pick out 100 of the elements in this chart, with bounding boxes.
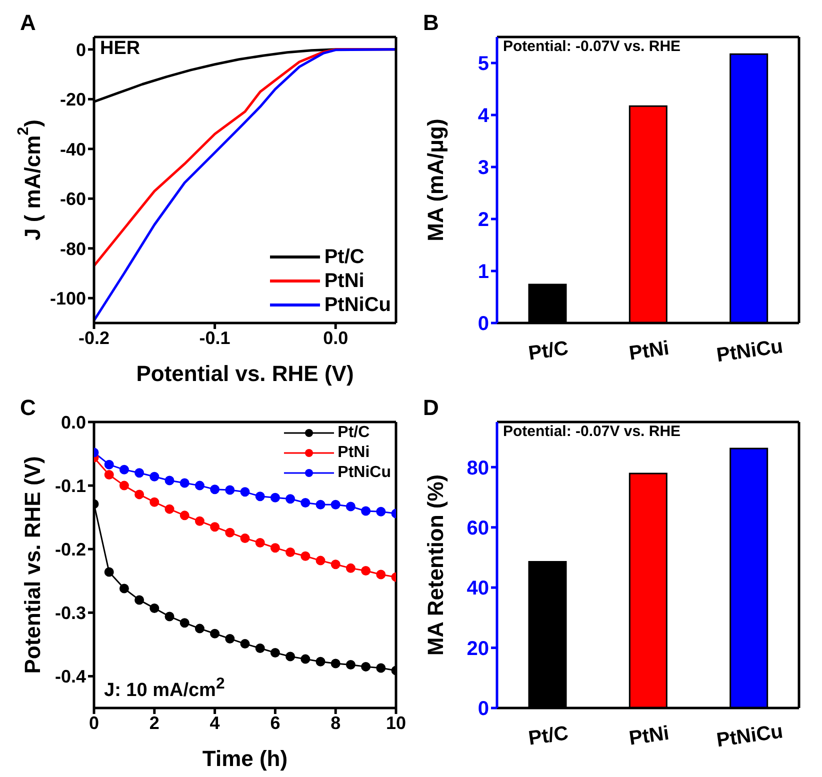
- point: [150, 497, 160, 507]
- x-tick-label: 10: [386, 712, 406, 733]
- chart-title: B: [423, 10, 439, 36]
- x-tick-label: PtNi: [628, 722, 670, 750]
- point: [346, 502, 356, 512]
- y-tick-label: -0.3: [54, 603, 86, 624]
- point: [225, 485, 235, 495]
- legend-label: PtNiCu: [324, 293, 391, 317]
- point: [104, 567, 114, 577]
- point: [300, 551, 310, 561]
- point: [240, 639, 250, 649]
- point: [255, 492, 265, 502]
- point: [194, 624, 204, 634]
- point: [346, 563, 356, 573]
- y-tick-label: -60: [60, 189, 86, 210]
- point: [225, 634, 235, 644]
- y-tick-label: -0.1: [54, 476, 86, 496]
- point: [330, 560, 340, 570]
- point: [194, 480, 204, 490]
- point: [346, 660, 356, 670]
- x-tick-label: 6: [270, 712, 280, 733]
- y-axis-title: MA Retention (%): [422, 474, 448, 656]
- point: [316, 500, 326, 510]
- y-tick-label: 40: [466, 578, 489, 600]
- point: [270, 543, 280, 553]
- point: [210, 484, 220, 494]
- x-tick-label: 8: [330, 712, 341, 733]
- x-tick-label: 0: [88, 712, 100, 733]
- x-tick-label: PtNiCu: [715, 720, 784, 752]
- point: [210, 522, 220, 532]
- point: [286, 652, 296, 662]
- annotation: J: 10 mA/cm$^{2}$: [104, 676, 225, 701]
- x-axis-title: Potential vs. RHE (V): [136, 361, 354, 386]
- y-tick-label: 60: [466, 517, 489, 540]
- y-tick-label: -0.2: [54, 540, 86, 560]
- x-tick-label: Pt/C: [527, 722, 570, 750]
- y-tick-label: 3: [478, 157, 489, 180]
- point: [330, 500, 340, 510]
- y-tick-label: -40: [60, 139, 86, 160]
- point: [255, 538, 265, 548]
- legend-label: Pt/C: [338, 423, 370, 443]
- point: [361, 566, 371, 576]
- point: [361, 662, 371, 672]
- y-axis-title: Potential vs. RHE (V): [20, 456, 44, 674]
- point: [270, 492, 280, 502]
- legend-label: PtNi: [338, 443, 370, 463]
- chart-title: C: [20, 395, 36, 421]
- y-tick-label: 20: [466, 638, 489, 660]
- point: [180, 510, 190, 520]
- y-tick-label: -0.4: [54, 666, 86, 687]
- point: [316, 556, 326, 566]
- annotation: Potential: -0.07V vs. RHE: [503, 423, 681, 440]
- x-tick-label: 0.0: [323, 328, 348, 348]
- y-tick-label: -80: [60, 238, 86, 259]
- chart-title: A: [20, 10, 36, 36]
- y-tick-label: 0.0: [60, 412, 86, 432]
- point: [164, 476, 174, 486]
- point: [180, 478, 190, 488]
- point: [316, 656, 326, 666]
- y-tick-label: 5: [478, 53, 489, 76]
- point: [164, 612, 174, 622]
- y-tick-label: 0: [76, 40, 86, 60]
- legend-label: PtNi: [324, 269, 364, 293]
- x-tick-label: 2: [149, 712, 160, 733]
- point: [286, 548, 296, 558]
- point: [210, 628, 220, 638]
- point: [240, 487, 250, 497]
- y-tick-label: 2: [478, 209, 489, 232]
- y-axis-title: MA (mA/μg): [422, 118, 448, 242]
- point: [150, 472, 160, 482]
- x-tick-label: -0.1: [199, 328, 230, 348]
- point: [119, 584, 129, 594]
- y-tick-label: 1: [478, 261, 489, 284]
- point: [376, 570, 386, 580]
- legend-label: Pt/C: [324, 245, 364, 269]
- annotation: HER: [100, 38, 140, 59]
- point: [119, 480, 129, 490]
- point: [225, 528, 235, 538]
- point: [270, 648, 280, 658]
- point: [164, 504, 174, 514]
- point: [134, 595, 144, 605]
- point: [300, 498, 310, 508]
- point: [300, 654, 310, 664]
- y-tick-label: -100: [50, 288, 86, 309]
- y-tick-label: 4: [478, 105, 490, 128]
- point: [119, 464, 129, 474]
- point: [240, 534, 250, 544]
- x-tick-label: Pt/C: [527, 337, 570, 365]
- x-tick-label: -0.2: [78, 328, 110, 348]
- point: [376, 663, 386, 673]
- point: [104, 470, 114, 480]
- y-tick-label: 80: [466, 457, 489, 480]
- legend-label: PtNiCu: [338, 463, 391, 483]
- x-tick-label: 4: [210, 712, 220, 733]
- point: [104, 460, 114, 470]
- x-axis-title: Time (h): [202, 746, 288, 771]
- y-tick-label: -20: [60, 90, 86, 110]
- point: [134, 490, 144, 500]
- annotation: Potential: -0.07V vs. RHE: [503, 38, 681, 55]
- point: [376, 506, 386, 516]
